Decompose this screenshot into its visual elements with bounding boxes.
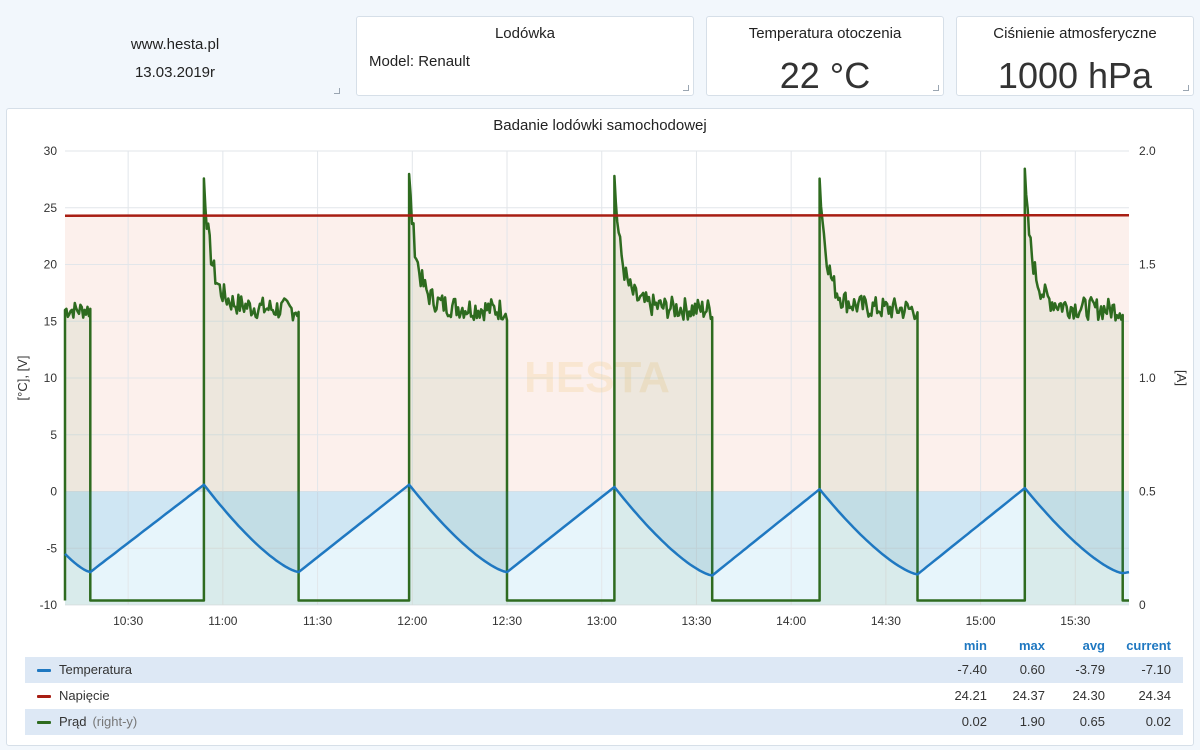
series-line-temperature [64, 483, 1130, 577]
pressure-value: 1000 hPa [997, 55, 1153, 96]
resize-handle-icon[interactable] [334, 88, 340, 94]
y2-tick-label: 1.5 [1139, 258, 1156, 272]
legend-current: 24.34 [1138, 688, 1171, 703]
x-tick-label: 11:30 [303, 614, 332, 628]
report-date: 13.03.2019r [134, 64, 216, 81]
legend-swatch-voltage [37, 695, 51, 698]
y-tick-label: 15 [44, 314, 58, 328]
legend-header-avg[interactable]: avg [1082, 638, 1105, 653]
legend-swatch-temperature [37, 669, 51, 672]
chart-svg: HESTA 30 25 20 15 10 5 0 -5 -10 2.0 1.5 1.0 0.5 0 10:30… [15, 144, 1189, 628]
legend-axis-note: (right-y) [92, 714, 138, 729]
site-info-panel: www.hesta.pl 13.03.2019r [6, 14, 344, 98]
x-tick-label: 13:00 [587, 614, 617, 628]
ambient-panel-title: Temperatura otoczenia [748, 25, 902, 42]
legend-min: 24.21 [954, 688, 987, 703]
legend-label-current-text: Prąd [59, 714, 87, 729]
x-tick-label: 12:00 [397, 614, 427, 628]
y2-tick-label: 0.5 [1139, 485, 1156, 499]
x-tick-label: 12:30 [492, 614, 522, 628]
legend-max: 24.37 [1012, 688, 1045, 703]
temperature-area [65, 484, 1129, 576]
watermark-logo: HESTA [524, 353, 670, 402]
site-url[interactable]: www.hesta.pl [130, 36, 220, 53]
legend-avg: 0.65 [1079, 714, 1105, 729]
legend-header-min[interactable]: min [963, 638, 987, 653]
y-tick-label: 20 [44, 258, 58, 272]
legend-max: 0.60 [1019, 662, 1045, 677]
current-area [65, 168, 1129, 605]
fridge-panel: Lodówka Model: Renault [356, 16, 694, 96]
x-tick-label: 14:30 [871, 614, 901, 628]
x-tick-label: 13:30 [681, 614, 711, 628]
y-tick-label: 10 [44, 371, 58, 385]
y2-axis-label: [A] [1174, 370, 1189, 386]
fridge-model: Model: Renault [369, 53, 470, 70]
legend-current: -7.10 [1141, 662, 1171, 677]
legend-avg: -3.79 [1075, 662, 1105, 677]
x-tick-label: 11:00 [208, 614, 237, 628]
ambient-temperature-panel: Temperatura otoczenia 22 °C [706, 16, 944, 96]
legend-label-voltage[interactable]: Napięcie [59, 688, 110, 703]
legend-row-temperature[interactable]: Temperatura -7.40 0.60 -3.79 -7.10 [25, 657, 1183, 683]
legend-header-current[interactable]: current [1126, 638, 1171, 653]
y2-tick-label: 2.0 [1139, 144, 1156, 158]
legend-label-temperature[interactable]: Temperatura [59, 662, 132, 677]
y2-tick-label: 1.0 [1139, 371, 1156, 385]
resize-handle-icon[interactable] [933, 85, 939, 91]
pressure-panel-title: Ciśnienie atmosferyczne [993, 25, 1157, 42]
legend-swatch-current [37, 721, 51, 724]
legend-max: 1.90 [1019, 714, 1045, 729]
legend-current: 0.02 [1145, 714, 1171, 729]
y2-tick-label: 0 [1139, 598, 1146, 612]
ambient-temperature-value: 22 °C [779, 55, 871, 96]
threshold-band-warm [65, 215, 1129, 492]
y-axis-label: [°C], [V] [15, 356, 30, 401]
resize-handle-icon[interactable] [683, 85, 689, 91]
pressure-panel: Ciśnienie atmosferyczne 1000 hPa [956, 16, 1194, 96]
resize-handle-icon[interactable] [1183, 85, 1189, 91]
legend-label-current[interactable]: Prąd (right-y) [59, 714, 137, 729]
legend-avg: 24.30 [1072, 688, 1105, 703]
y-tick-label: 30 [44, 144, 58, 158]
legend-min: 0.02 [961, 714, 987, 729]
chart-panel: Badanie lodówki samochodowej HESTA 30 25 20… [6, 108, 1194, 746]
fridge-panel-title: Lodówka [494, 25, 556, 42]
legend-header-max[interactable]: max [1018, 638, 1045, 653]
legend-row-voltage[interactable]: Napięcie 24.21 24.37 24.30 24.34 [25, 683, 1183, 709]
y-tick-label: 5 [50, 428, 57, 442]
x-tick-label: 15:30 [1060, 614, 1090, 628]
y-tick-label: 25 [44, 201, 58, 215]
x-tick-label: 14:00 [776, 614, 806, 628]
y-tick-label: -5 [46, 541, 57, 555]
x-tick-label: 15:00 [966, 614, 996, 628]
y-tick-label: -10 [40, 598, 58, 612]
legend-min: -7.40 [957, 662, 987, 677]
x-tick-label: 10:30 [113, 614, 143, 628]
y-tick-label: 0 [50, 485, 57, 499]
series-line-current [63, 167, 1129, 602]
chart-title: Badanie lodówki samochodowej [493, 117, 707, 134]
legend-row-current[interactable]: Prąd (right-y) 0.02 1.90 0.65 0.02 [25, 709, 1183, 735]
